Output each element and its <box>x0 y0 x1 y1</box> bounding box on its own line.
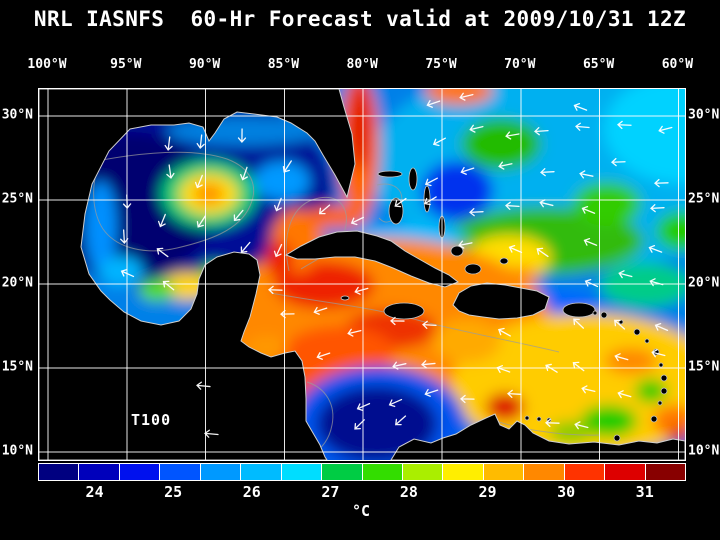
colorbar-cell <box>241 464 282 480</box>
colorbar-cell <box>160 464 201 480</box>
lon-label: 70°W <box>504 57 536 72</box>
colorbar-cell <box>645 464 685 480</box>
colorbar-cell <box>564 464 606 480</box>
colorbar-cell <box>119 464 161 480</box>
lat-label-left: 25°N <box>1 191 33 207</box>
lat-label-left: 15°N <box>1 359 33 375</box>
colorbar-unit: °C <box>351 502 371 520</box>
colorbar-cell <box>402 464 444 480</box>
colorbar-tick-label: 30 <box>557 483 576 501</box>
colorbar-tick-label: 31 <box>635 483 654 501</box>
lat-label-left: 30°N <box>1 107 33 123</box>
colorbar-tick-label: 26 <box>242 483 261 501</box>
colorbar-cell <box>524 464 565 480</box>
lon-label: 90°W <box>188 57 221 72</box>
colorbar-cell <box>200 464 242 480</box>
lat-label-right: 10°N <box>688 443 720 459</box>
lat-label-right: 25°N <box>688 191 720 207</box>
lon-label: 65°W <box>582 57 615 72</box>
grid-lines <box>39 89 685 460</box>
depth-annotation: T100 <box>131 411 172 429</box>
lon-label: 100°W <box>27 57 67 72</box>
wind-vectors <box>120 92 673 438</box>
lon-label: 75°W <box>425 57 457 72</box>
page-title: NRL IASNFS 60-Hr Forecast valid at 2009/… <box>33 7 687 31</box>
colorbar-cell <box>483 464 525 480</box>
colorbar-cell <box>39 464 80 480</box>
lon-label: 95°W <box>110 57 142 72</box>
colorbar-tick-label: 24 <box>85 483 104 501</box>
contour-lines <box>93 151 600 456</box>
lat-label-left: 20°N <box>1 275 33 291</box>
land-layer <box>39 89 685 460</box>
lat-label-right: 20°N <box>688 275 720 291</box>
lat-label-right: 30°N <box>688 107 720 123</box>
colorbar-cell <box>443 464 484 480</box>
lon-label: 85°W <box>267 57 300 72</box>
colorbar-cell <box>322 464 363 480</box>
lat-label-right: 15°N <box>688 359 720 375</box>
lon-label: 80°W <box>346 57 378 72</box>
colorbar-cell <box>281 464 323 480</box>
lon-label: 60°W <box>661 57 694 72</box>
map-svg <box>39 89 685 460</box>
lat-label-left: 10°N <box>1 443 33 459</box>
colorbar <box>38 463 686 481</box>
colorbar-cell <box>605 464 646 480</box>
colorbar-cell <box>362 464 403 480</box>
map-panel: T100 <box>38 88 686 461</box>
colorbar-tick-label: 25 <box>164 483 183 501</box>
colorbar-cell <box>79 464 120 480</box>
colorbar-tick-label: 27 <box>321 483 340 501</box>
colorbar-tick-label: 29 <box>478 483 497 501</box>
colorbar-tick-label: 28 <box>399 483 418 501</box>
